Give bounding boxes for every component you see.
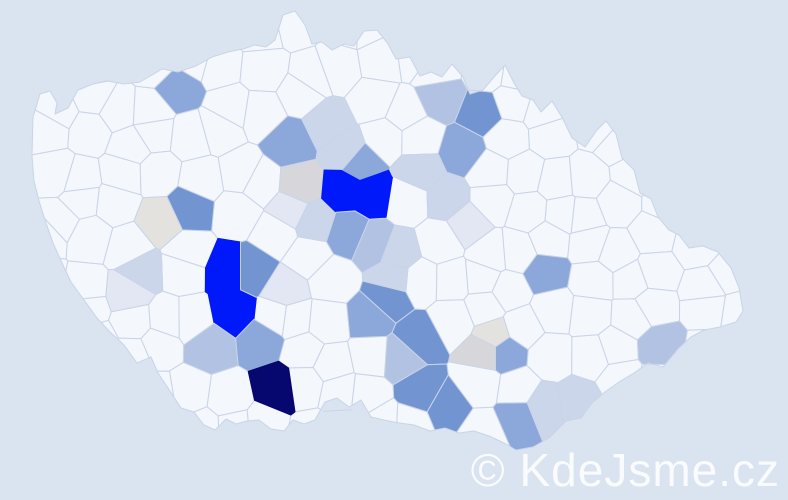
- district[interactable]: [322, 409, 352, 412]
- district[interactable]: [347, 335, 388, 378]
- district-highlighted[interactable]: [446, 200, 496, 251]
- district-highlighted[interactable]: [105, 269, 157, 313]
- district-highlighted[interactable]: [470, 316, 511, 348]
- district-highlighted[interactable]: [153, 70, 207, 115]
- district-highlighted[interactable]: [454, 89, 503, 138]
- district[interactable]: [720, 290, 744, 328]
- district[interactable]: [217, 409, 249, 427]
- district-highlighted[interactable]: [247, 360, 296, 416]
- district[interactable]: [288, 407, 322, 426]
- district[interactable]: [679, 295, 726, 331]
- district[interactable]: [685, 329, 708, 343]
- district-highlighted[interactable]: [636, 320, 688, 365]
- district-highlighted[interactable]: [263, 190, 309, 230]
- districts-layer: [31, 10, 744, 451]
- district-highlighted[interactable]: [235, 318, 285, 372]
- district-highlighted[interactable]: [557, 374, 603, 425]
- district[interactable]: [500, 64, 519, 90]
- district-highlighted[interactable]: [492, 402, 544, 451]
- district-highlighted[interactable]: [258, 261, 312, 306]
- district[interactable]: [567, 260, 614, 301]
- district-highlighted[interactable]: [426, 374, 474, 433]
- district-highlighted[interactable]: [359, 280, 416, 324]
- district-highlighted[interactable]: [448, 333, 496, 371]
- district-highlighted[interactable]: [522, 253, 573, 296]
- district[interactable]: [435, 255, 469, 302]
